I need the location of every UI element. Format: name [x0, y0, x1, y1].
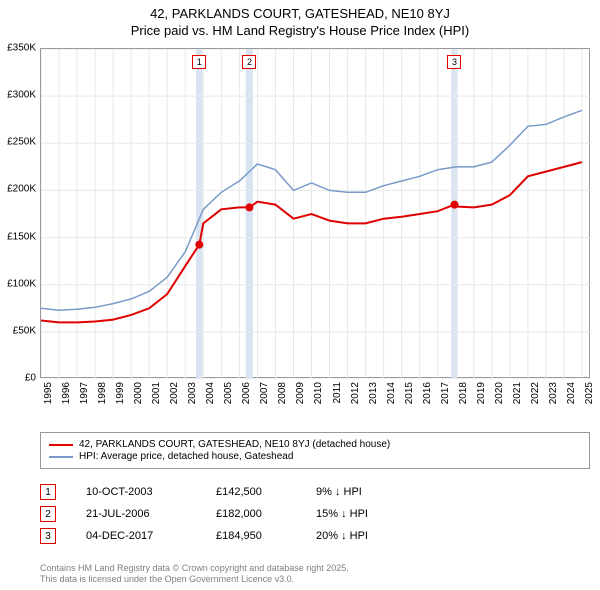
- x-tick-label: 2004: [205, 382, 216, 404]
- y-tick-label: £300K: [7, 90, 36, 101]
- y-tick-label: £100K: [7, 278, 36, 289]
- sale-marker-badge: 1: [192, 55, 206, 69]
- x-tick-label: 2016: [422, 382, 433, 404]
- sale-diff: 15% ↓ HPI: [316, 508, 406, 520]
- y-axis: £0£50K£100K£150K£200K£250K£300K£350K: [0, 48, 40, 378]
- footer-line2: This data is licensed under the Open Gov…: [40, 574, 590, 586]
- legend-swatch: [49, 456, 73, 458]
- x-tick-label: 2008: [277, 382, 288, 404]
- sale-price: £184,950: [216, 530, 286, 542]
- x-tick-label: 2002: [169, 382, 180, 404]
- sale-row: 1 10-OCT-2003 £142,500 9% ↓ HPI: [40, 484, 590, 500]
- x-tick-label: 1997: [79, 382, 90, 404]
- x-tick-label: 2019: [476, 382, 487, 404]
- y-tick-label: £250K: [7, 137, 36, 148]
- sale-row: 2 21-JUL-2006 £182,000 15% ↓ HPI: [40, 506, 590, 522]
- sale-row-badge: 2: [40, 506, 56, 522]
- x-tick-label: 1998: [97, 382, 108, 404]
- x-tick-label: 2001: [151, 382, 162, 404]
- x-tick-label: 2022: [530, 382, 541, 404]
- x-tick-label: 2020: [494, 382, 505, 404]
- x-tick-label: 1996: [61, 382, 72, 404]
- x-tick-label: 2005: [223, 382, 234, 404]
- sale-diff: 9% ↓ HPI: [316, 486, 406, 498]
- title-line2: Price paid vs. HM Land Registry's House …: [0, 23, 600, 40]
- x-tick-label: 2010: [313, 382, 324, 404]
- y-tick-label: £150K: [7, 231, 36, 242]
- chart-container: 42, PARKLANDS COURT, GATESHEAD, NE10 8YJ…: [0, 0, 600, 590]
- x-tick-label: 2018: [458, 382, 469, 404]
- legend-row: HPI: Average price, detached house, Gate…: [49, 451, 581, 462]
- y-tick-label: £350K: [7, 43, 36, 54]
- sale-row-badge: 3: [40, 528, 56, 544]
- x-tick-label: 2015: [404, 382, 415, 404]
- x-tick-label: 2025: [584, 382, 595, 404]
- x-tick-label: 2023: [548, 382, 559, 404]
- y-tick-label: £50K: [13, 325, 36, 336]
- sale-date: 21-JUL-2006: [86, 508, 186, 520]
- x-tick-label: 2012: [350, 382, 361, 404]
- sales-table: 1 10-OCT-2003 £142,500 9% ↓ HPI 2 21-JUL-2006…: [40, 478, 590, 550]
- x-tick-label: 2011: [332, 382, 343, 404]
- y-tick-label: £200K: [7, 184, 36, 195]
- chart-plot-area: 1 2 3: [40, 48, 590, 378]
- x-tick-label: 2009: [295, 382, 306, 404]
- chart-svg: [41, 49, 591, 379]
- x-tick-label: 2003: [187, 382, 198, 404]
- legend-label: 42, PARKLANDS COURT, GATESHEAD, NE10 8YJ…: [79, 439, 390, 450]
- sale-price: £142,500: [216, 486, 286, 498]
- legend-box: 42, PARKLANDS COURT, GATESHEAD, NE10 8YJ…: [40, 432, 590, 469]
- sale-date: 10-OCT-2003: [86, 486, 186, 498]
- x-tick-label: 2021: [512, 382, 523, 404]
- sale-price: £182,000: [216, 508, 286, 520]
- title-block: 42, PARKLANDS COURT, GATESHEAD, NE10 8YJ…: [0, 0, 600, 40]
- x-tick-label: 2014: [386, 382, 397, 404]
- sale-diff: 20% ↓ HPI: [316, 530, 406, 542]
- x-axis: 1995 1996 1997 1998 1999 2000 2001 2002 2003 2004…: [40, 378, 590, 428]
- sale-row: 3 04-DEC-2017 £184,950 20% ↓ HPI: [40, 528, 590, 544]
- x-tick-label: 1999: [115, 382, 126, 404]
- title-line1: 42, PARKLANDS COURT, GATESHEAD, NE10 8YJ: [0, 6, 600, 23]
- x-tick-label: 2000: [133, 382, 144, 404]
- x-tick-label: 2017: [440, 382, 451, 404]
- sale-row-badge: 1: [40, 484, 56, 500]
- footer-attribution: Contains HM Land Registry data © Crown c…: [40, 563, 590, 586]
- x-tick-label: 2007: [259, 382, 270, 404]
- legend-row: 42, PARKLANDS COURT, GATESHEAD, NE10 8YJ…: [49, 439, 581, 450]
- y-tick-label: £0: [25, 373, 36, 384]
- sale-marker-badge: 2: [242, 55, 256, 69]
- footer-line1: Contains HM Land Registry data © Crown c…: [40, 563, 590, 575]
- x-tick-label: 2013: [368, 382, 379, 404]
- x-tick-label: 2024: [566, 382, 577, 404]
- legend-label: HPI: Average price, detached house, Gate…: [79, 451, 293, 462]
- sale-date: 04-DEC-2017: [86, 530, 186, 542]
- sale-marker-badge: 3: [447, 55, 461, 69]
- x-tick-label: 2006: [241, 382, 252, 404]
- x-tick-label: 1995: [43, 382, 54, 404]
- legend-swatch: [49, 444, 73, 446]
